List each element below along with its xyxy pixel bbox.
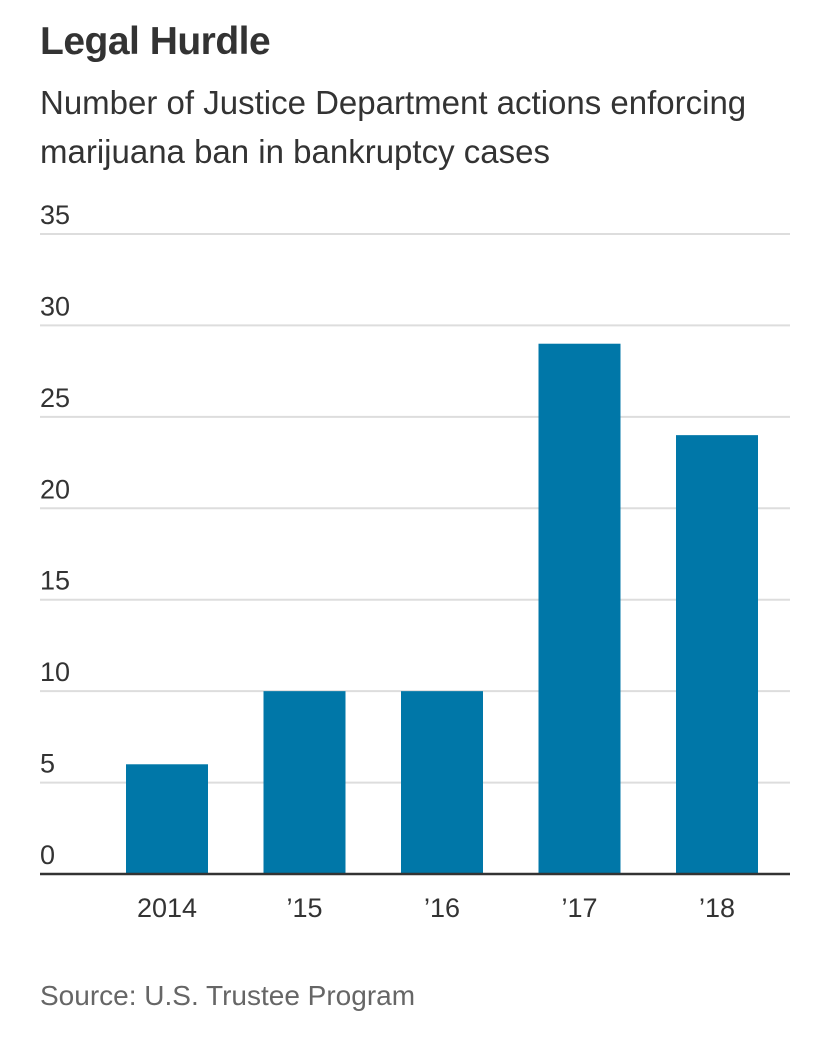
y-tick-label: 15 bbox=[40, 566, 70, 596]
bar bbox=[126, 764, 208, 874]
x-tick-label: ’16 bbox=[424, 893, 460, 923]
x-tick-label: ’17 bbox=[561, 893, 597, 923]
bar bbox=[538, 343, 621, 874]
y-tick-label: 5 bbox=[40, 749, 55, 779]
y-tick-label: 25 bbox=[40, 383, 70, 413]
source-note: Source: U.S. Trustee Program bbox=[40, 980, 416, 1011]
y-tick-label: 20 bbox=[40, 474, 70, 504]
bar bbox=[401, 691, 483, 874]
y-tick-labels: 0 5 10 15 20 25 30 35 bbox=[40, 200, 70, 870]
x-tick-label: ’18 bbox=[699, 893, 735, 923]
x-tick-label: ’15 bbox=[286, 893, 322, 923]
chart-title: Legal Hurdle bbox=[40, 20, 271, 63]
x-tick-label: 2014 bbox=[137, 893, 197, 923]
chart-subtitle: Number of Justice Department actions enf… bbox=[40, 84, 747, 170]
x-tick-labels: 2014 ’15 ’16 ’17 ’18 bbox=[137, 893, 735, 923]
gridlines bbox=[40, 233, 790, 784]
y-tick-label: 30 bbox=[40, 291, 70, 321]
bar bbox=[263, 691, 346, 874]
y-tick-label: 10 bbox=[40, 657, 70, 687]
bars bbox=[126, 343, 758, 874]
y-tick-label: 35 bbox=[40, 200, 70, 230]
bar bbox=[676, 435, 758, 874]
y-tick-label: 0 bbox=[40, 840, 55, 870]
